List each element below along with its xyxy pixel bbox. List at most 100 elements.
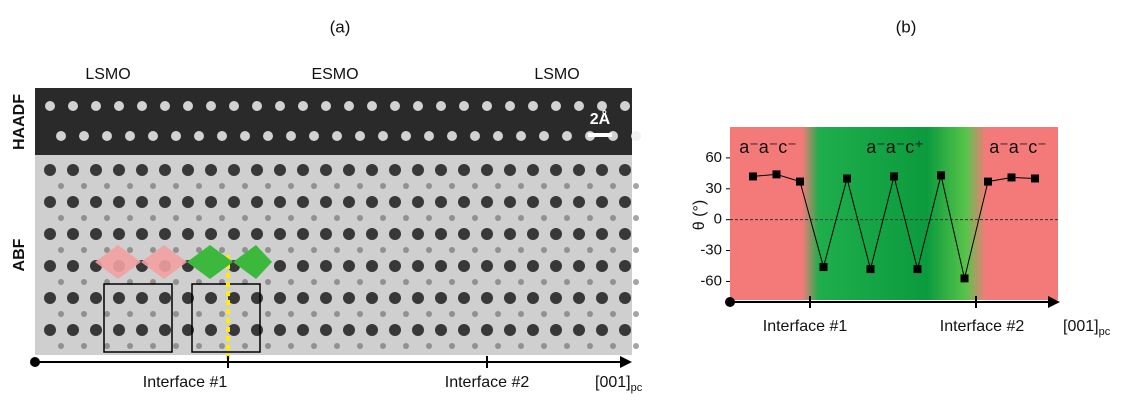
abf-atom — [343, 260, 355, 272]
data-point — [890, 172, 898, 180]
haadf-atom — [171, 131, 181, 141]
abf-atom — [104, 215, 110, 221]
abf-atom — [449, 311, 455, 317]
abf-atom — [481, 292, 493, 304]
abf-atom — [366, 260, 378, 272]
abf-atom — [242, 311, 248, 317]
scale-label: 2Å — [590, 109, 611, 128]
abf-atom — [297, 292, 309, 304]
abf-atom — [334, 247, 340, 253]
abf-atom — [573, 196, 585, 208]
abf-atom — [481, 164, 493, 176]
layer-label: ESMO — [311, 66, 358, 83]
abf-atom — [150, 343, 156, 349]
abf-atom — [44, 196, 56, 208]
haadf-atom — [447, 131, 457, 141]
abf-atom — [518, 311, 524, 317]
axis-label-sub: pc — [1099, 326, 1111, 338]
abf-atom — [527, 196, 539, 208]
abf-atom — [297, 196, 309, 208]
abf-atom — [219, 311, 225, 317]
abf-atom — [426, 343, 432, 349]
abf-atom — [587, 311, 593, 317]
abf-atom — [587, 343, 593, 349]
abf-atom — [633, 247, 639, 253]
haadf-atom — [493, 131, 503, 141]
abf-atom — [481, 196, 493, 208]
abf-atom — [58, 279, 64, 285]
abf-atom — [311, 215, 317, 221]
abf-atom — [251, 196, 263, 208]
abf-atom — [380, 343, 386, 349]
abf-atom — [380, 215, 386, 221]
haadf-atom — [574, 101, 584, 111]
abf-atom — [380, 183, 386, 189]
data-point — [867, 265, 875, 273]
haadf-atom — [252, 101, 262, 111]
abf-atom — [159, 196, 171, 208]
axis-label: [001]pc — [1063, 318, 1111, 338]
abf-atom — [288, 279, 294, 285]
haadf-atom — [275, 101, 285, 111]
haadf-atom — [367, 101, 377, 111]
abf-atom — [159, 292, 171, 304]
abf-atom — [389, 228, 401, 240]
abf-atom — [58, 343, 64, 349]
abf-atom — [113, 164, 125, 176]
haadf-atom — [263, 131, 273, 141]
abf-atom — [541, 343, 547, 349]
abf-atom — [219, 343, 225, 349]
haadf-atom — [562, 131, 572, 141]
abf-atom — [481, 324, 493, 336]
haadf-atom — [505, 101, 515, 111]
arrow — [620, 356, 632, 368]
haadf-atom — [459, 101, 469, 111]
abf-atom — [81, 215, 87, 221]
abf-atom — [357, 279, 363, 285]
data-point — [961, 274, 969, 282]
abf-atom — [389, 196, 401, 208]
abf-atom — [527, 292, 539, 304]
abf-atom — [242, 343, 248, 349]
abf-atom — [265, 343, 271, 349]
abf-atom — [320, 196, 332, 208]
axis-label-sub: pc — [631, 382, 643, 394]
haadf-atom — [597, 101, 607, 111]
abf-atom — [44, 292, 56, 304]
abf-atom — [495, 215, 501, 221]
haadf-atom — [56, 131, 66, 141]
haadf-atom — [309, 131, 319, 141]
data-point — [1008, 173, 1016, 181]
abf-atom — [458, 196, 470, 208]
haadf-atom — [321, 101, 331, 111]
abf-atom — [357, 311, 363, 317]
abf-atom — [90, 164, 102, 176]
abf-atom — [564, 279, 570, 285]
interface-label: Interface #1 — [763, 318, 848, 335]
abf-atom — [251, 292, 263, 304]
haadf-atom — [125, 131, 135, 141]
abf-atom — [587, 183, 593, 189]
haadf-atom — [551, 101, 561, 111]
abf-atom — [380, 311, 386, 317]
abf-atom — [297, 260, 309, 272]
abf-atom — [311, 183, 317, 189]
abf-atom — [527, 324, 539, 336]
data-point — [820, 263, 828, 271]
axis-label-main: [001] — [595, 374, 631, 391]
abf-atom — [366, 324, 378, 336]
abf-atom — [527, 260, 539, 272]
abf-atom — [610, 183, 616, 189]
haadf-atom — [240, 131, 250, 141]
abf-atom — [274, 196, 286, 208]
abf-atom — [173, 215, 179, 221]
abf-atom — [265, 279, 271, 285]
abf-atom — [228, 164, 240, 176]
abf-atom — [251, 164, 263, 176]
abf-atom — [104, 343, 110, 349]
abf-atom — [334, 279, 340, 285]
data-point — [773, 170, 781, 178]
abf-atom — [472, 215, 478, 221]
abf-atom — [311, 343, 317, 349]
abf-atom — [449, 279, 455, 285]
